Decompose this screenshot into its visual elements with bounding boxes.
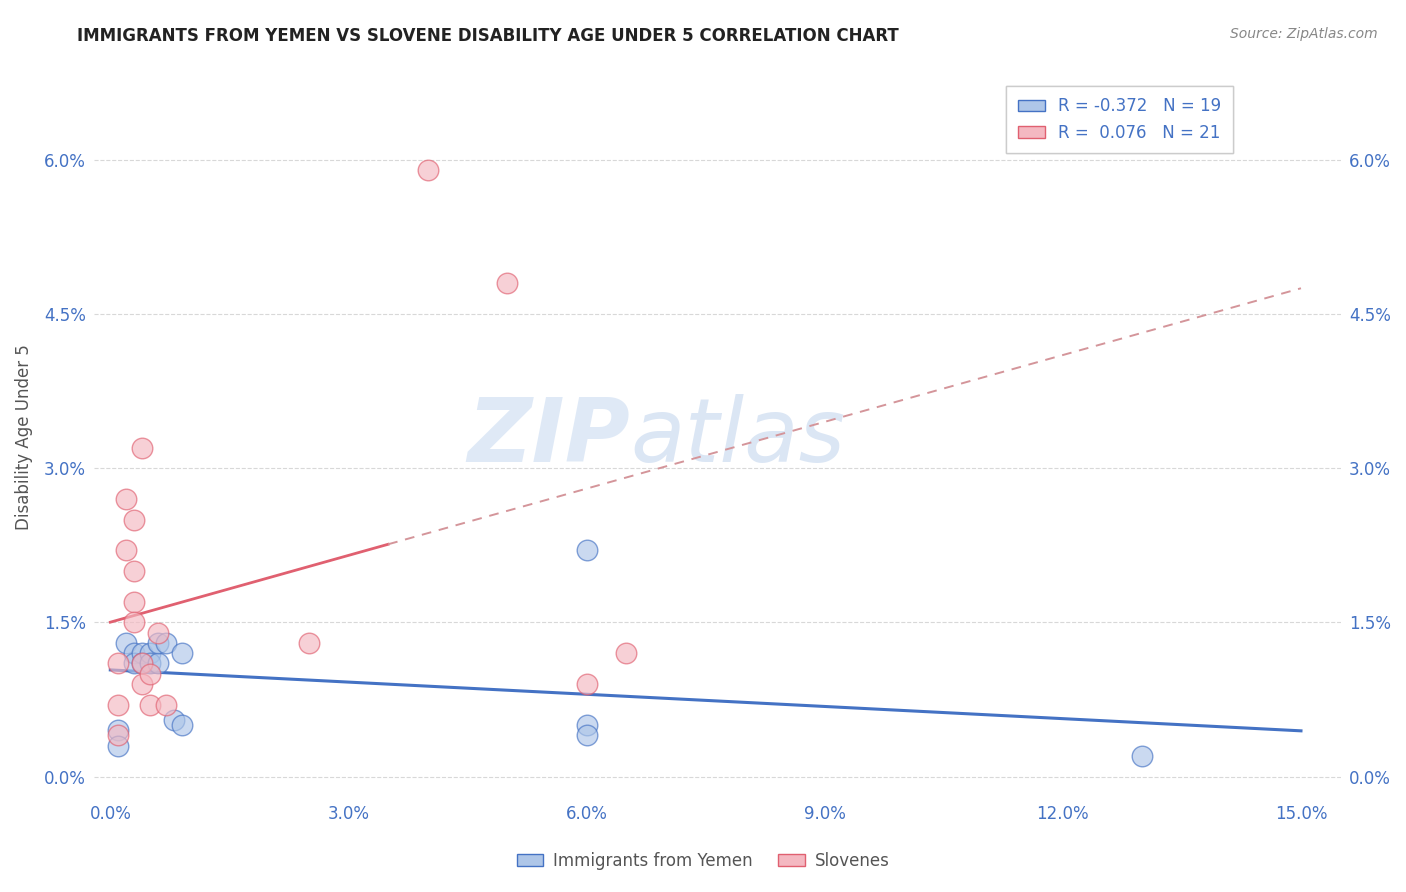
Point [139,646,162,660]
Point [575,543,598,558]
Point [416,163,439,178]
Point [131,657,153,671]
Point [107,723,129,738]
Point [163,713,186,727]
Point [131,441,153,455]
Point [131,657,153,671]
Point [155,698,177,712]
Point [170,718,193,732]
Point [575,718,598,732]
Point [122,657,145,671]
Point [131,646,153,660]
Point [139,657,162,671]
Point [122,595,145,609]
Point [139,666,162,681]
Point [122,564,145,578]
Point [115,636,138,650]
Point [575,677,598,691]
Point [122,615,145,630]
Point [1130,749,1153,764]
Point [115,491,138,506]
Point [170,646,193,660]
Point [146,657,169,671]
Text: Source: ZipAtlas.com: Source: ZipAtlas.com [1230,27,1378,41]
Point [614,646,637,660]
Point [131,677,153,691]
Text: atlas: atlas [630,394,845,480]
Point [139,698,162,712]
Point [298,636,321,650]
Point [155,636,177,650]
Point [496,276,519,290]
Legend: R = -0.372   N = 19, R =  0.076   N = 21: R = -0.372 N = 19, R = 0.076 N = 21 [1007,86,1233,153]
Text: ZIP: ZIP [468,393,630,481]
Legend: Immigrants from Yemen, Slovenes: Immigrants from Yemen, Slovenes [510,846,896,877]
Y-axis label: Disability Age Under 5: Disability Age Under 5 [15,344,32,530]
Point [122,512,145,526]
Point [146,636,169,650]
Point [107,657,129,671]
Text: IMMIGRANTS FROM YEMEN VS SLOVENE DISABILITY AGE UNDER 5 CORRELATION CHART: IMMIGRANTS FROM YEMEN VS SLOVENE DISABIL… [77,27,898,45]
Point [107,739,129,753]
Point [115,543,138,558]
Point [107,698,129,712]
Point [122,646,145,660]
Point [146,625,169,640]
Point [575,729,598,743]
Point [107,729,129,743]
